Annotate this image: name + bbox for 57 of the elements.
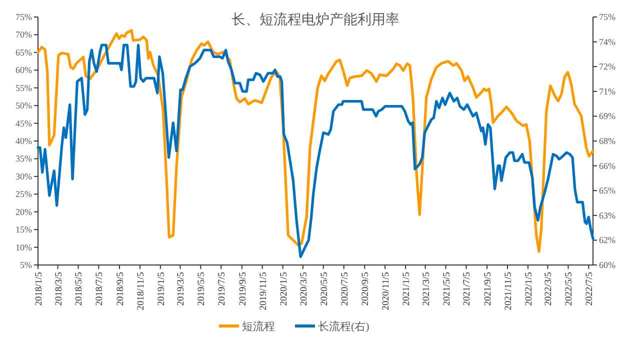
x-tick-label: 2021/7/5 (462, 272, 473, 306)
x-tick-label: 2020/7/5 (340, 272, 350, 306)
x-tick-label: 2020/9/5 (361, 272, 372, 306)
x-tick-label: 2018/7/5 (95, 272, 106, 306)
x-tick-label: 2021/9/5 (484, 272, 494, 306)
x-tick-label: 2018/9/5 (116, 272, 126, 306)
x-tick-label: 2019/7/5 (218, 272, 228, 306)
y-tick-label: 65% (16, 47, 32, 58)
y2-tick-label: 62% (599, 235, 616, 246)
x-tick-label: 2019/1/5 (156, 272, 167, 306)
y2-tick-label: 66% (599, 160, 616, 171)
y-tick-label: 55% (16, 82, 32, 93)
x-tick-label: 2020/11/5 (382, 272, 392, 310)
y2-tick-label: 65% (599, 186, 616, 196)
x-tick-label: 2020/5/5 (320, 272, 330, 306)
legend-label: 短流程 (242, 320, 275, 333)
x-tick-label: 2019/9/5 (238, 272, 248, 306)
y-tick-label: 40% (16, 136, 32, 146)
y-tick-label: 25% (16, 189, 32, 200)
x-tick-label: 2018/1/5 (34, 272, 44, 306)
y2-tick-label: 60% (599, 260, 616, 270)
y-tick-label: 50% (16, 100, 32, 111)
y2-tick-label: 63% (599, 210, 616, 220)
x-tick-label: 2020/1/5 (279, 272, 290, 306)
x-tick-label: 2022/5/5 (564, 272, 575, 306)
x-tick-label: 2022/1/5 (524, 272, 534, 306)
y-tick-label: 30% (16, 171, 32, 182)
x-tick-label: 2021/11/5 (504, 272, 514, 310)
x-tick-label: 2019/11/5 (258, 272, 269, 310)
x-tick-label: 2022/7/5 (585, 272, 596, 306)
y-tick-label: 10% (16, 242, 32, 252)
y2-tick-label: 75% (599, 12, 616, 22)
x-tick-label: 2019/3/5 (176, 272, 187, 306)
x-tick-label: 2021/1/5 (402, 272, 412, 306)
x-tick-label: 2022/3/5 (544, 272, 554, 306)
x-tick-label: 2018/11/5 (136, 272, 146, 310)
y2-tick-label: 74% (599, 36, 616, 47)
y-tick-label: 75% (16, 12, 32, 22)
x-tick-label: 2021/3/5 (422, 272, 432, 306)
y-tick-label: 45% (16, 118, 32, 128)
x-tick-label: 2021/5/5 (442, 272, 452, 306)
x-tick-label: 2020/3/5 (299, 272, 310, 306)
y-tick-label: 5% (20, 260, 32, 270)
x-tick-label: 2018/5/5 (74, 272, 85, 306)
y-tick-label: 35% (16, 154, 32, 164)
y2-tick-label: 72% (599, 62, 616, 72)
legend-label: 长流程(右) (318, 320, 370, 333)
y2-tick-label: 68% (599, 136, 616, 146)
y-tick-label: 60% (16, 65, 32, 76)
x-tick-label: 2019/5/5 (197, 272, 208, 306)
y-tick-label: 20% (16, 206, 32, 217)
y2-tick-label: 69% (599, 111, 616, 122)
y2-tick-label: 71% (599, 86, 616, 96)
y-tick-label: 15% (16, 224, 32, 235)
title: 长、短流程电炉产能利用率 (232, 13, 400, 28)
y-tick-label: 70% (16, 30, 32, 40)
x-tick-label: 2018/3/5 (54, 272, 64, 306)
